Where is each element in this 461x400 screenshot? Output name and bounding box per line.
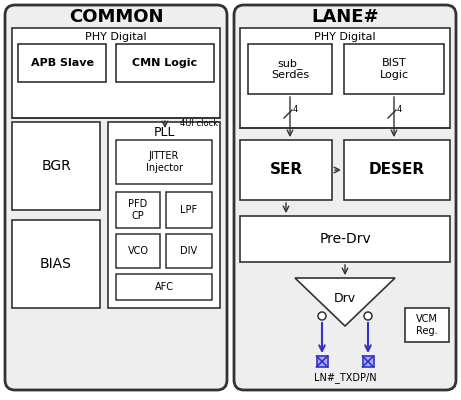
Bar	[116, 44, 214, 82]
Bar	[116, 274, 212, 300]
Text: 4: 4	[293, 106, 298, 114]
Bar	[240, 140, 332, 200]
Bar	[362, 356, 373, 367]
Text: AFC: AFC	[154, 282, 173, 292]
Text: VCM
Reg.: VCM Reg.	[416, 314, 438, 336]
Bar	[166, 234, 212, 268]
Text: LN#_TXDP/N: LN#_TXDP/N	[313, 372, 376, 384]
Text: PHY Digital: PHY Digital	[85, 32, 147, 42]
Bar	[405, 308, 449, 342]
Text: LPF: LPF	[180, 205, 198, 215]
Text: SER: SER	[269, 162, 302, 178]
Text: CMN Logic: CMN Logic	[132, 58, 198, 68]
Bar	[18, 44, 106, 82]
Bar	[317, 356, 327, 367]
Bar	[344, 140, 450, 200]
Text: Pre-Drv: Pre-Drv	[319, 232, 371, 246]
Bar	[240, 216, 450, 262]
Text: APB Slave: APB Slave	[30, 58, 94, 68]
Text: BIST
Logic: BIST Logic	[379, 58, 408, 80]
Text: DESER: DESER	[369, 162, 425, 178]
Text: sub_
Serdes: sub_ Serdes	[271, 58, 309, 80]
FancyBboxPatch shape	[234, 5, 456, 390]
Bar	[240, 28, 450, 128]
Bar	[12, 28, 220, 118]
Text: 4UI clock: 4UI clock	[180, 120, 218, 128]
Bar	[12, 122, 100, 210]
Text: BIAS: BIAS	[40, 257, 72, 271]
Text: COMMON: COMMON	[69, 8, 163, 26]
Text: LANE#: LANE#	[311, 8, 379, 26]
Text: BGR: BGR	[41, 159, 71, 173]
FancyBboxPatch shape	[5, 5, 227, 390]
Text: 4: 4	[397, 106, 402, 114]
Polygon shape	[295, 278, 395, 326]
Text: DIV: DIV	[180, 246, 198, 256]
Bar	[116, 192, 160, 228]
Text: Drv: Drv	[334, 292, 356, 304]
Circle shape	[364, 312, 372, 320]
Bar	[248, 44, 332, 94]
Bar	[344, 44, 444, 94]
Text: VCO: VCO	[128, 246, 148, 256]
Text: PFD
CP: PFD CP	[128, 199, 148, 221]
Circle shape	[318, 312, 326, 320]
Text: PHY Digital: PHY Digital	[314, 32, 376, 42]
Text: PLL: PLL	[153, 126, 175, 140]
Text: JITTER
Injector: JITTER Injector	[146, 151, 183, 173]
Bar	[12, 220, 100, 308]
Bar	[108, 122, 220, 308]
Bar	[116, 234, 160, 268]
Bar	[166, 192, 212, 228]
Bar	[116, 140, 212, 184]
